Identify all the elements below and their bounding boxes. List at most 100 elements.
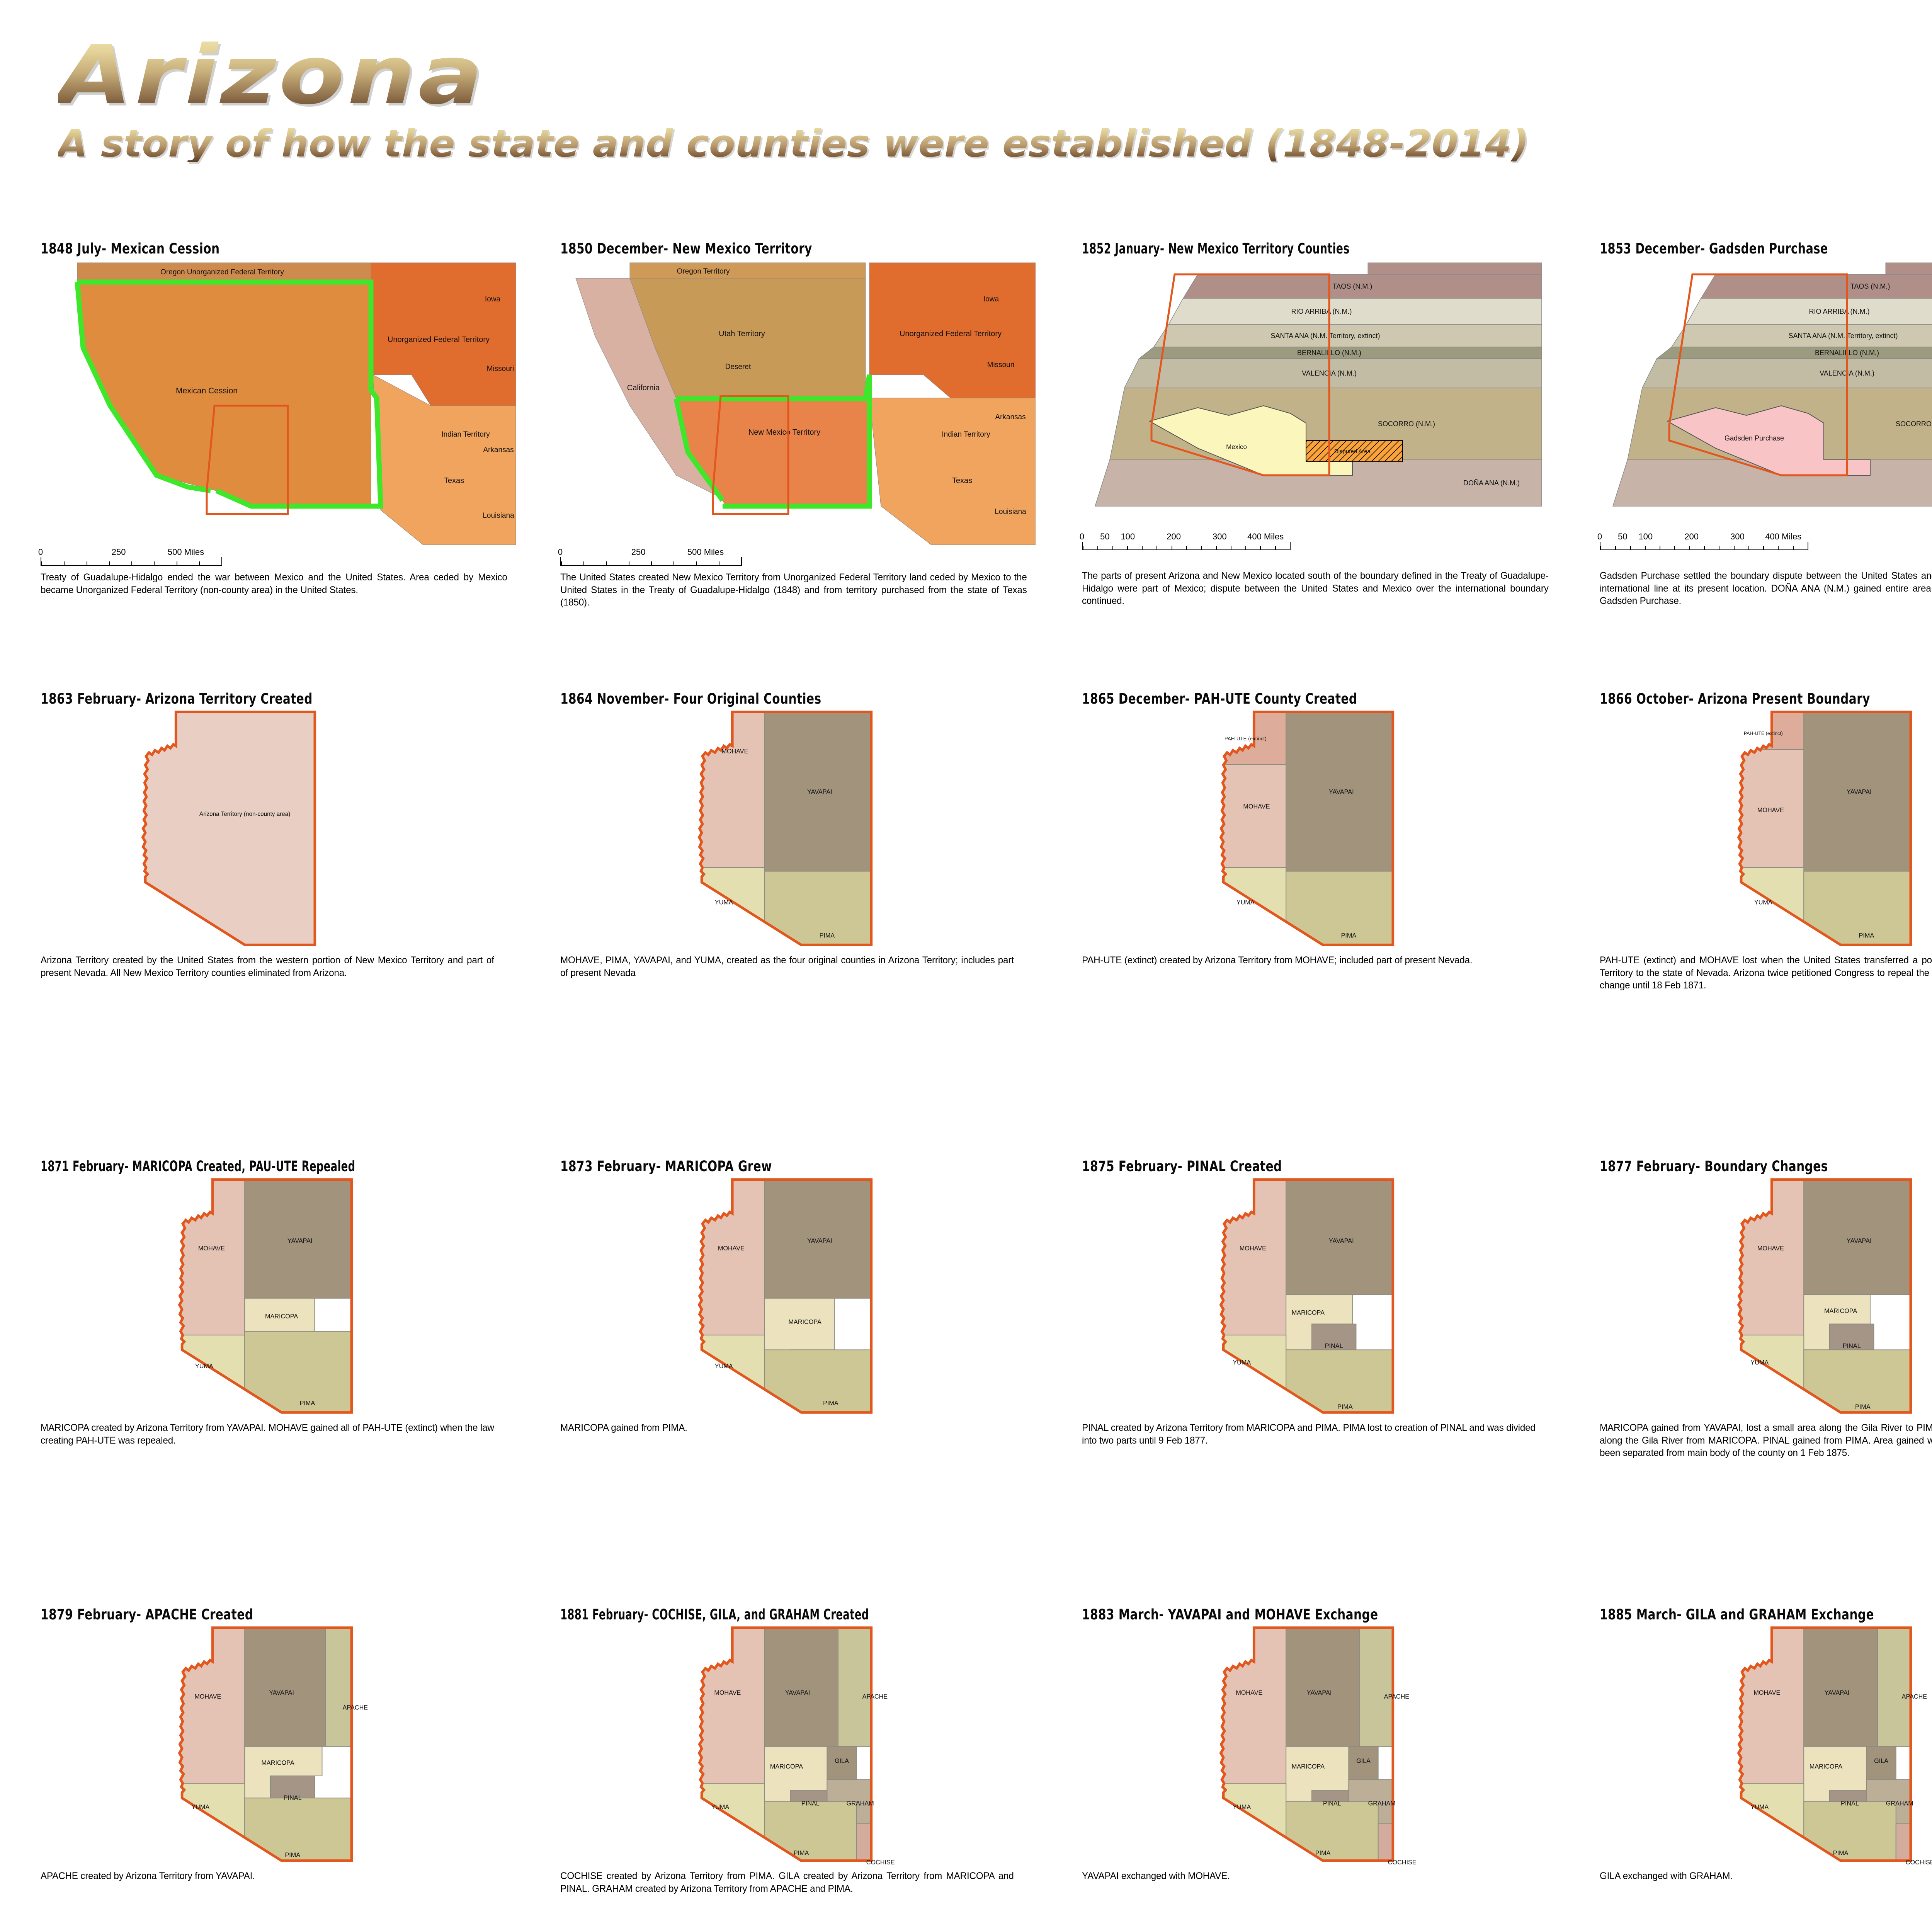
county-region (1738, 1179, 1804, 1336)
county-region (1221, 1179, 1287, 1336)
map-label: MOHAVE (1757, 807, 1784, 814)
state-outline (697, 711, 873, 946)
map-graphic: MOHAVE YAVAPAI APACHE MARICOPA GILA GRAHAM PIN… (1737, 1626, 1932, 1864)
county-region (1738, 1628, 1804, 1784)
panel-title: 1866 October- Arizona Present Boundary (1600, 690, 1870, 707)
county-region (325, 1628, 352, 1747)
map-label: YAVAPAI (785, 1689, 810, 1696)
county-region (179, 1783, 245, 1861)
map-label: Unorganized Federal Territory (900, 330, 1002, 338)
scalebar-label: 300 (1730, 532, 1745, 541)
map-label: MOHAVE (1243, 803, 1270, 810)
county-region (1738, 867, 1804, 945)
panel-title: 1873 February- MARICOPA Grew (560, 1158, 772, 1175)
county-region (1738, 712, 1804, 750)
map-label: COCHISE (1906, 1859, 1932, 1864)
panel-caption: YAVAPAI exchanged with MOHAVE. (1082, 1871, 1230, 1881)
map-label: PINAL (1843, 1343, 1861, 1350)
county-region (1803, 871, 1911, 945)
scalebar: 0 50 100 200 300 400 Miles (1080, 532, 1291, 550)
county-region (764, 1628, 838, 1747)
county-region (1877, 1628, 1911, 1747)
scalebar-label: 50 (1618, 532, 1628, 541)
map-label: YAVAPAI (1825, 1689, 1850, 1696)
map-label: PINAL (801, 1800, 820, 1807)
scalebar-label: 200 (1167, 532, 1181, 541)
panel-map: MOHAVE YAVAPAI MARICOPA PINAL YUMA PIMA (1082, 1177, 1549, 1416)
panel-title: 1871 February- MARICOPA Created, PAU-UTE… (41, 1158, 355, 1175)
map-graphic: MOHAVE YAVAPAI APACHE MARICOPA PINAL YUMA PIMA (178, 1626, 368, 1862)
county-region (244, 1798, 352, 1861)
map-label: DOÑA ANA (N.M.) (1463, 479, 1520, 487)
map-label: PIMA (1833, 1850, 1849, 1857)
map-label: SOCORRO (N.M.) (1378, 420, 1435, 428)
panel-map: MOHAVE YAVAPAI MARICOPA YUMA PIMA (41, 1177, 508, 1416)
panel-caption: The parts of present Arizona and New Mex… (1082, 570, 1549, 606)
panel-p1853: 1853 December- Gadsden Purchase TAOS (N.M… (1597, 242, 1932, 607)
map-label: MARICOPA (1810, 1763, 1842, 1770)
map-graphic: Arizona Territory (non-county area) (141, 711, 316, 946)
map-graphic: MOHAVE YAVAPAI APACHE MARICOPA GILA GRAHAM PIN… (1219, 1626, 1417, 1864)
county-region (1286, 871, 1393, 945)
map-label: YUMA (1233, 1359, 1251, 1366)
panel-caption: The United States created New Mexico Ter… (560, 572, 1027, 608)
panel-p1865: 1865 December- PAH-UTE County Created PAH… (1082, 692, 1549, 967)
map-label: YAVAPAI (287, 1238, 313, 1245)
panel-title: 1883 March- YAVAPAI and MOHAVE Exchange (1082, 1606, 1378, 1623)
panel-map: Oregon Unorganized Federal Territory Mexi… (41, 259, 522, 545)
map-label: MARICOPA (1292, 1310, 1325, 1316)
county-region (179, 1628, 245, 1784)
county-region (1286, 712, 1393, 901)
county-region (1286, 1628, 1360, 1747)
map-graphic: MOHAVE YAVAPAI MARICOPA PINAL YUMA PIMA (1737, 1178, 1912, 1414)
map-label: Mexican Cession (176, 386, 238, 395)
map-label: PIMA (300, 1400, 315, 1406)
panel-p1875: 1875 February- PINAL Created MOHAVE YAVAPA… (1082, 1159, 1549, 1447)
map-label: MOHAVE (1240, 1245, 1266, 1252)
map-label: PIMA (820, 932, 835, 939)
panel-caption: Treaty of Guadalupe-Hidalgo ended the wa… (41, 572, 507, 595)
map-label: GILA (1356, 1758, 1371, 1765)
panel-title: 1877 February- Boundary Changes (1600, 1158, 1828, 1175)
map-label: Deseret (725, 363, 751, 371)
county-region (699, 712, 765, 868)
county-region (1286, 1179, 1393, 1295)
map-label: RIO ARRIBA (N.M.) (1809, 308, 1869, 315)
map-label: MOHAVE (1236, 1689, 1262, 1696)
map-label: YAVAPAI (1329, 788, 1354, 795)
panel-p1850: 1850 December- New Mexico Territory Orego… (558, 242, 1041, 609)
map-label: TAOS (N.M.) (1850, 282, 1890, 290)
map-label: Iowa (983, 295, 999, 303)
map-label: YAVAPAI (1307, 1689, 1332, 1696)
scalebar-label: 0 (558, 547, 563, 557)
map-label: PIMA (794, 1850, 809, 1857)
page-subtitle: A story of how the state and counties we… (58, 125, 1932, 162)
map-label: PIMA (1337, 1403, 1353, 1410)
map-label: MOHAVE (194, 1693, 221, 1700)
map-label: GRAHAM (1368, 1800, 1396, 1807)
scalebar-label: 500 Miles (167, 547, 204, 557)
county-region (699, 1628, 765, 1784)
state-outline (697, 1626, 873, 1862)
map-label: YUMA (1750, 1804, 1769, 1811)
state-outline (1737, 1626, 1912, 1862)
map-label: APACHE (862, 1693, 888, 1700)
map-graphic: Oregon Territory Utah Territory Deseret Cal… (575, 262, 1036, 545)
map-label: YUMA (715, 1363, 733, 1370)
panel-p1866: 1866 October- Arizona Present Boundary PA… (1600, 692, 1932, 992)
county-region (1738, 1783, 1804, 1861)
map-label: MARICOPA (770, 1763, 803, 1770)
panel-map: MOHAVE YAVAPAI APACHE MARICOPA GILA GRAHAM PIN… (1082, 1625, 1549, 1864)
county-region (1895, 1823, 1911, 1861)
county-region (179, 1179, 245, 1336)
map-label: SANTA ANA (N.M. Territory, extinct) (1788, 332, 1898, 340)
panel-p1879: 1879 February- APACHE Created MOHAVE YAVAP… (41, 1607, 508, 1883)
map-label: YUMA (1233, 1804, 1251, 1811)
map-label: GILA (1874, 1758, 1888, 1765)
map-label: APACHE (1902, 1693, 1927, 1700)
map-graphic: MOHAVE YAVAPAI MARICOPA PINAL YUMA PIMA (1219, 1178, 1395, 1414)
panel-caption: APACHE created by Arizona Territory from… (41, 1871, 255, 1881)
map-label: Arkansas (995, 413, 1026, 421)
map-label: YUMA (715, 899, 733, 906)
map-graphic: MOHAVE YAVAPAI YUMA PIMA (697, 711, 873, 946)
